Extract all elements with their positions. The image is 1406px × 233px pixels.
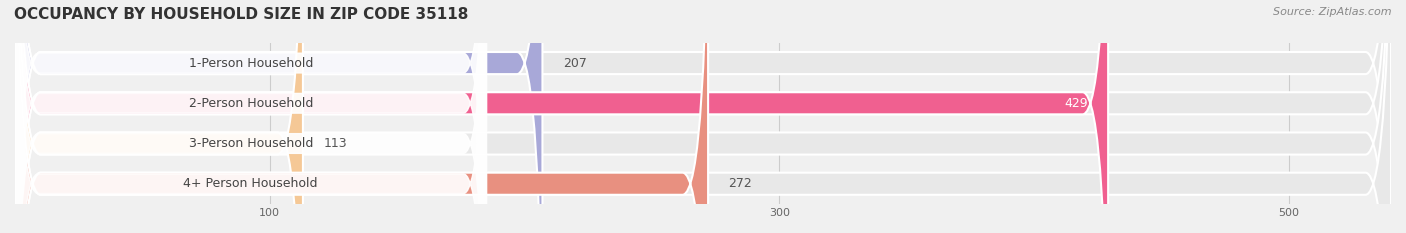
Text: 429: 429 xyxy=(1064,97,1088,110)
Text: 1-Person Household: 1-Person Household xyxy=(188,57,314,70)
Text: 2-Person Household: 2-Person Household xyxy=(188,97,314,110)
Text: 207: 207 xyxy=(562,57,586,70)
FancyBboxPatch shape xyxy=(15,0,486,233)
Text: 3-Person Household: 3-Person Household xyxy=(188,137,314,150)
FancyBboxPatch shape xyxy=(15,0,1391,233)
FancyBboxPatch shape xyxy=(15,0,486,233)
FancyBboxPatch shape xyxy=(15,0,486,233)
FancyBboxPatch shape xyxy=(15,0,1391,233)
FancyBboxPatch shape xyxy=(15,0,1108,233)
FancyBboxPatch shape xyxy=(15,0,1391,233)
FancyBboxPatch shape xyxy=(15,0,543,233)
Text: Source: ZipAtlas.com: Source: ZipAtlas.com xyxy=(1274,7,1392,17)
FancyBboxPatch shape xyxy=(15,0,709,233)
Text: OCCUPANCY BY HOUSEHOLD SIZE IN ZIP CODE 35118: OCCUPANCY BY HOUSEHOLD SIZE IN ZIP CODE … xyxy=(14,7,468,22)
Text: 113: 113 xyxy=(323,137,347,150)
FancyBboxPatch shape xyxy=(15,0,1391,233)
Text: 4+ Person Household: 4+ Person Household xyxy=(183,177,318,190)
FancyBboxPatch shape xyxy=(15,0,302,233)
FancyBboxPatch shape xyxy=(15,0,486,233)
Text: 272: 272 xyxy=(728,177,752,190)
